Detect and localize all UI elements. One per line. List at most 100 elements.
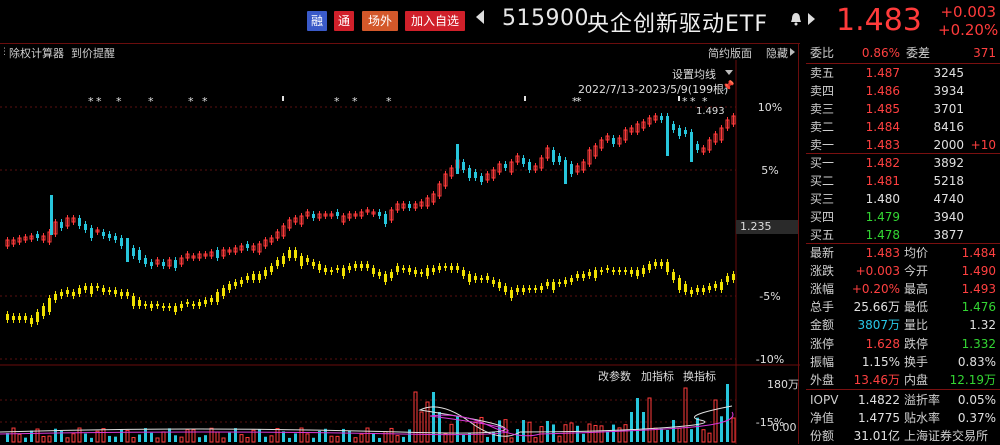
- candle-body: [552, 150, 555, 162]
- edit-params-button[interactable]: 改参数: [598, 370, 631, 383]
- candle-body: [210, 298, 213, 302]
- candle-body: [23, 236, 28, 241]
- margin-tag[interactable]: 融: [307, 11, 327, 31]
- quote-panel: 委比 0.86% 委差 371 卖五 1.487 3245 卖四 1.486 3…: [806, 44, 1000, 444]
- candle-body: [449, 167, 454, 177]
- ex-rights-calculator-link[interactable]: 除权计算器: [9, 47, 64, 60]
- candle-body: [126, 292, 129, 296]
- ask-row[interactable]: 卖一 1.483 2000 +10: [806, 136, 1000, 154]
- volume-bar: [6, 433, 9, 442]
- event-markers: * * * * * * * * * ** * * *: [88, 95, 708, 108]
- candle-body: [426, 268, 429, 276]
- stat-row: 涨停 1.628 跌停 1.332: [806, 335, 1000, 353]
- candle-body: [539, 157, 544, 169]
- volume-bar: [335, 435, 340, 443]
- volume-bar: [617, 427, 622, 443]
- candle-body: [156, 304, 159, 306]
- volume-bar: [245, 436, 250, 443]
- stat-value: 31.01亿: [853, 429, 900, 443]
- volume-bar: [408, 429, 411, 442]
- stat-label: 上海证券交易所: [904, 429, 989, 443]
- volume-bar: [402, 436, 405, 442]
- hide-link[interactable]: 隐藏: [766, 47, 788, 60]
- candle-body: [276, 260, 279, 266]
- pin-icon[interactable]: 📌: [722, 81, 735, 92]
- stat-row: 份额 31.01亿 上海证券交易所: [806, 427, 1000, 445]
- candle-body: [144, 304, 147, 306]
- connect-tag[interactable]: 通: [334, 11, 354, 31]
- stat-row: 外盘 13.46万 内盘 12.19万: [806, 371, 1000, 389]
- simple-layout-link[interactable]: 简约版面: [708, 47, 752, 60]
- candle-body: [384, 214, 387, 224]
- candle-body: [528, 288, 531, 290]
- triangle-left-icon[interactable]: [476, 10, 484, 24]
- stat-label: 金额: [810, 318, 835, 333]
- ask-row[interactable]: 卖五 1.487 3245: [806, 64, 1000, 82]
- candle-body: [264, 270, 267, 276]
- price-chart[interactable]: 20%15%10%5%-5%-10%-15% **************: [0, 60, 800, 444]
- ask-row[interactable]: 卖二 1.484 8416: [806, 118, 1000, 136]
- volume-bar: [185, 429, 190, 443]
- candle-body: [384, 274, 387, 282]
- ma-settings-button[interactable]: 设置均线: [672, 68, 716, 81]
- event-marker: *: [702, 95, 708, 108]
- bell-icon[interactable]: [790, 12, 802, 29]
- candle-body: [342, 268, 345, 276]
- volume-bar: [294, 433, 297, 442]
- ask-volume: 2000: [933, 138, 964, 152]
- bid-volume: 3877: [933, 228, 964, 242]
- volume-max-label: 180万: [767, 378, 799, 391]
- price-alert-link[interactable]: 到价提醒: [71, 47, 115, 60]
- ask-row[interactable]: 卖三 1.485 3701: [806, 100, 1000, 118]
- stat-label: 贴水率: [904, 410, 941, 425]
- candle-body: [468, 274, 471, 282]
- ask-row[interactable]: 卖四 1.486 3934: [806, 82, 1000, 100]
- volume-bar: [54, 428, 57, 442]
- bid-row[interactable]: 买三 1.480 4740: [806, 190, 1000, 208]
- bid-row[interactable]: 买二 1.481 5218: [806, 172, 1000, 190]
- collapse-icon[interactable]: [790, 48, 795, 56]
- otc-tag[interactable]: 场外: [362, 11, 398, 31]
- candle-body: [491, 169, 496, 179]
- candle-body: [672, 124, 675, 130]
- volume-bar: [209, 427, 214, 443]
- ask-volume: 3245: [933, 66, 964, 80]
- candle-body: [720, 282, 723, 290]
- volume-bar: [623, 424, 628, 443]
- candle-body: [701, 147, 706, 153]
- triangle-right-icon[interactable]: [808, 13, 815, 25]
- candle-body: [65, 217, 70, 227]
- volume-bar: [456, 416, 459, 442]
- stat-value: 1.15%: [861, 354, 900, 369]
- candle-body: [480, 176, 483, 182]
- volume-bar: [462, 434, 465, 442]
- change-percent: +0.20%: [938, 21, 999, 39]
- switch-indicator-button[interactable]: 换指标: [683, 370, 716, 383]
- candle-body: [564, 160, 567, 184]
- add-watchlist-button[interactable]: 加入自选: [405, 11, 465, 31]
- candle-body: [36, 312, 39, 322]
- bid-row[interactable]: 买五 1.478 3877: [806, 226, 1000, 244]
- ask-volume: 8416: [933, 120, 964, 134]
- volume-bar: [389, 427, 394, 443]
- volume-bar: [11, 427, 16, 443]
- add-indicator-button[interactable]: 加指标: [641, 370, 674, 383]
- volume-bar: [125, 429, 130, 443]
- volume-bar: [114, 436, 117, 442]
- bid-price: 1.481: [865, 174, 900, 188]
- candle-body: [480, 278, 483, 280]
- stat-value: 1.483: [865, 246, 900, 260]
- candle-body: [732, 274, 735, 280]
- volume-bar: [557, 435, 562, 443]
- bid-row[interactable]: 买四 1.479 3940: [806, 208, 1000, 226]
- volume-bar: [438, 412, 441, 442]
- bid-row[interactable]: 买一 1.482 3892: [806, 154, 1000, 172]
- ask-price: 1.486: [865, 84, 900, 98]
- volume-bar: [198, 437, 201, 442]
- candle-body: [575, 165, 580, 173]
- ask-label: 卖五: [810, 66, 835, 80]
- bid-price: 1.480: [865, 192, 900, 206]
- candle-body: [666, 116, 669, 156]
- chevron-down-icon[interactable]: [725, 70, 733, 75]
- candle-body: [269, 237, 274, 243]
